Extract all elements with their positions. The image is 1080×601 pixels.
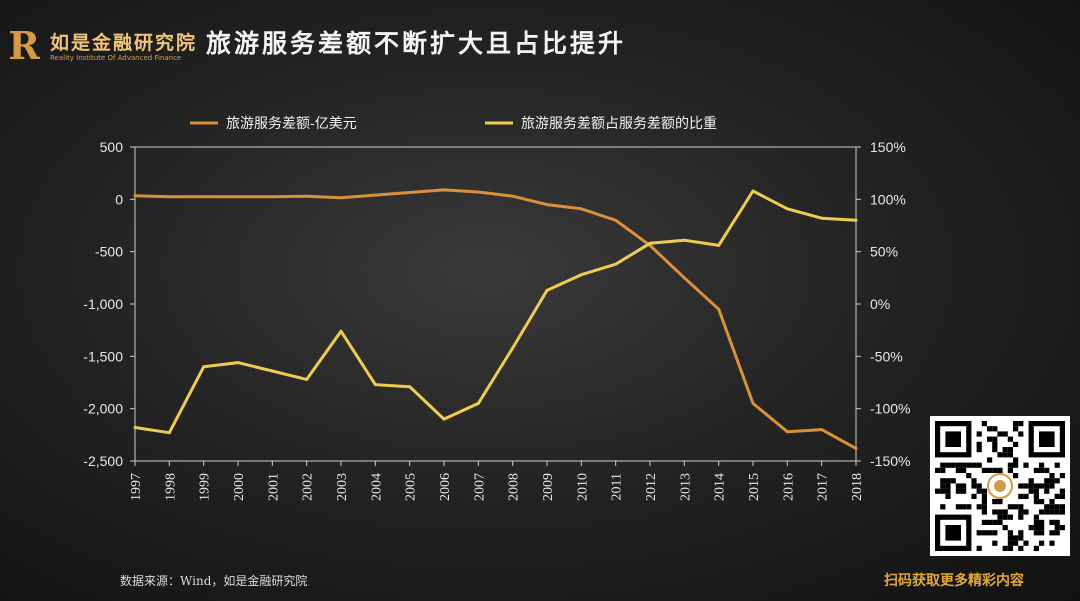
series-1-point: [442, 188, 446, 192]
series-2-point: [648, 241, 652, 245]
series-2-point: [820, 216, 824, 220]
x-axis-tick-label: 2006: [438, 473, 453, 501]
right-axis: 150% 100% 50% 0% -50% -100% -150%: [856, 139, 910, 469]
series-2-point: [511, 346, 515, 350]
series-2-point: [682, 238, 686, 242]
series-2-point: [751, 189, 755, 193]
series-line-2: [133, 189, 858, 435]
x-axis-tick-label: 2010: [575, 473, 590, 501]
series-2-point: [476, 402, 480, 405]
series-line-1: [133, 188, 858, 450]
x-axis-tick-label: 2013: [678, 473, 693, 501]
brand-name-cn: 如是金融研究院: [50, 32, 198, 54]
left-axis-tick-label: -1,000: [83, 296, 123, 312]
x-axis-tick-label: 2016: [781, 473, 796, 501]
series-2-point: [717, 243, 721, 247]
x-axis-tick-label: 2009: [541, 473, 556, 501]
series-1-point: [854, 447, 858, 450]
series-2-point: [373, 383, 377, 386]
series-1-point: [373, 193, 377, 197]
series-2-point: [339, 329, 343, 333]
series-2-point: [408, 385, 412, 389]
x-axis-tick-label: 2003: [335, 473, 350, 501]
series-1-point: [476, 190, 480, 194]
x-axis-tick-label: 2005: [404, 473, 419, 501]
series-2-point: [202, 365, 206, 369]
left-axis-tick-label: -2,000: [83, 401, 123, 417]
left-axis-tick-label: -500: [95, 244, 123, 260]
left-axis: 500 0 -500 -1,000 -1,500 -2,000 -2,500: [83, 139, 135, 469]
x-axis-tick-label: 2002: [301, 473, 316, 501]
series-1-point: [820, 428, 824, 431]
series-lines: [133, 188, 858, 450]
x-axis-tick-label: 1998: [163, 473, 178, 501]
data-source-note: 数据来源：Wind，如是金融研究院: [120, 574, 308, 588]
x-axis-tick-label: 2011: [610, 473, 625, 500]
left-axis-tick-label: -1,500: [83, 348, 123, 364]
series-1-point: [339, 196, 343, 200]
x-axis-tick-label: 1997: [129, 473, 144, 501]
x-axis-tick-label: 2004: [369, 473, 384, 501]
right-axis-tick-label: 100%: [870, 191, 906, 207]
right-axis-tick-label: -100%: [870, 401, 910, 417]
x-axis-tick-label: 2012: [644, 473, 659, 501]
x-axis-tick-label: 2017: [816, 473, 831, 501]
chart-legend: 旅游服务差额-亿美元 旅游服务差额占服务差额的比重: [190, 116, 717, 132]
series-1-point: [511, 194, 515, 198]
series-1-point: [167, 195, 171, 199]
series-1-point: [785, 430, 789, 434]
x-axis-tick-label: 1999: [198, 473, 213, 501]
series-2-point: [167, 431, 171, 435]
right-axis-tick-label: 50%: [870, 244, 898, 260]
x-axis-tick-label: 2015: [747, 473, 762, 501]
qr-code[interactable]: [930, 416, 1070, 556]
right-axis-tick-label: -150%: [870, 453, 910, 469]
series-1-point: [270, 195, 274, 199]
brand-name-en: Reality Institute Of Advanced Finance: [50, 54, 182, 62]
left-axis-tick-label: 0: [115, 191, 123, 207]
series-2-point: [614, 262, 618, 266]
left-axis-tick-label: -2,500: [83, 453, 123, 469]
series-1-point: [202, 195, 206, 199]
series-1-point: [717, 307, 721, 311]
series-2-point: [854, 218, 858, 222]
x-axis-tick-label: 2007: [472, 473, 487, 501]
x-axis: 1997 1998 1999 2000 2001 2002 2003 2004 2005 2006…: [129, 461, 865, 501]
x-axis-tick-label: 2018: [850, 473, 865, 501]
left-axis-tick-label: 500: [100, 139, 124, 155]
series-2-point: [545, 288, 549, 292]
series-2-point: [236, 361, 240, 365]
x-axis-tick-label: 2008: [507, 473, 522, 501]
right-axis-tick-label: -50%: [870, 348, 903, 364]
x-axis-tick-label: 2000: [232, 473, 247, 501]
series-2-point: [785, 207, 789, 211]
series-1-point: [545, 203, 549, 206]
series-1-point: [133, 194, 137, 198]
brand-logo: R 如是金融研究院 Reality Institute Of Advanced …: [6, 24, 196, 68]
series-2-point: [133, 426, 137, 429]
brand-logo-mark: R: [8, 23, 40, 68]
series-1-point: [305, 194, 309, 198]
series-1-point: [682, 276, 686, 280]
legend-label: 旅游服务差额-亿美元: [226, 116, 357, 132]
series-2-point: [579, 273, 583, 277]
x-axis-tick-label: 2014: [713, 473, 728, 501]
series-1-point: [408, 191, 412, 194]
series-2-point: [442, 417, 446, 421]
series-1-point: [236, 195, 240, 199]
legend-label: 旅游服务差额占服务差额的比重: [521, 116, 717, 132]
series-1-point: [579, 207, 583, 211]
x-axis-tick-label: 2001: [266, 473, 281, 501]
qr-caption: 扫码获取更多精彩内容: [884, 573, 1024, 589]
right-axis-tick-label: 150%: [870, 139, 906, 155]
series-2-point: [305, 377, 309, 381]
series-2-point: [270, 369, 274, 373]
series-1-point: [751, 402, 755, 405]
right-axis-tick-label: 0%: [870, 296, 890, 312]
series-1-point: [614, 218, 618, 222]
page-title: 旅游服务差额不断扩大且占比提升: [206, 29, 627, 58]
